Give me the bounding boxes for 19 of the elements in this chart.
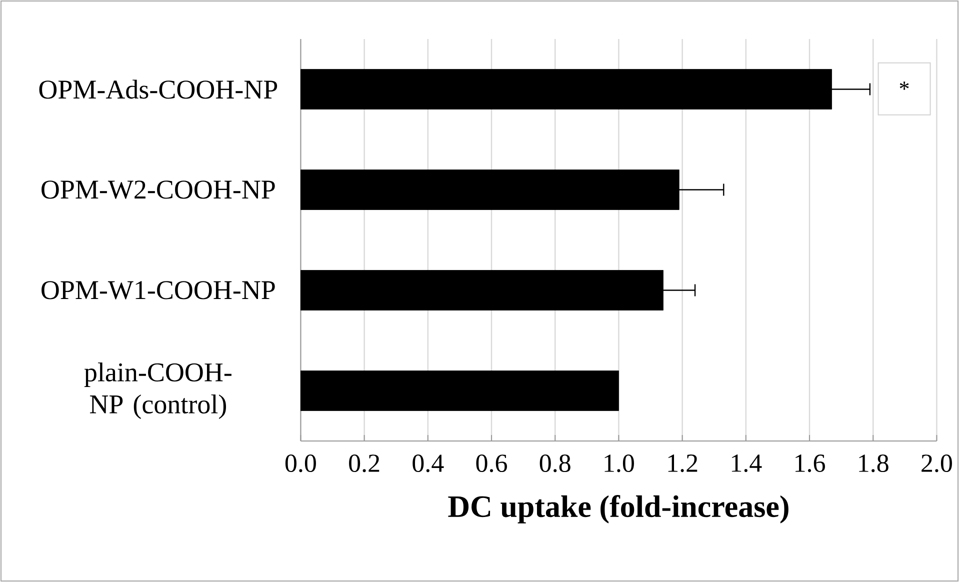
x-axis-title: DC uptake (fold-increase)	[448, 495, 788, 524]
x-tick-label: 0.2	[349, 454, 380, 472]
y-tick-label: OPM-W1-COOH-NP	[42, 281, 275, 300]
x-tick-label: 1.6	[796, 454, 825, 472]
x-tick-label: 0.8	[540, 454, 570, 472]
x-tick-label: 2.0	[922, 454, 952, 472]
y-tick-label: plain-COOH-NP (control)	[84, 362, 232, 419]
y-tick-label: OPM-Ads-COOH-NP	[39, 80, 278, 99]
annotation: *	[900, 82, 909, 90]
x-tick-label: 0.4	[412, 454, 444, 472]
bar	[300, 69, 832, 110]
x-tick-label: 1.2	[668, 454, 698, 472]
x-tick-label: 0.6	[476, 454, 507, 472]
x-tick-label: 1.8	[859, 454, 888, 472]
x-tick-label: 1.4	[732, 454, 762, 472]
x-tick-label: 1.0	[604, 454, 634, 472]
x-tick-label: 0.0	[285, 454, 316, 472]
y-tick-label: OPM-W2-COOH-NP	[42, 180, 275, 199]
bar	[300, 370, 619, 411]
